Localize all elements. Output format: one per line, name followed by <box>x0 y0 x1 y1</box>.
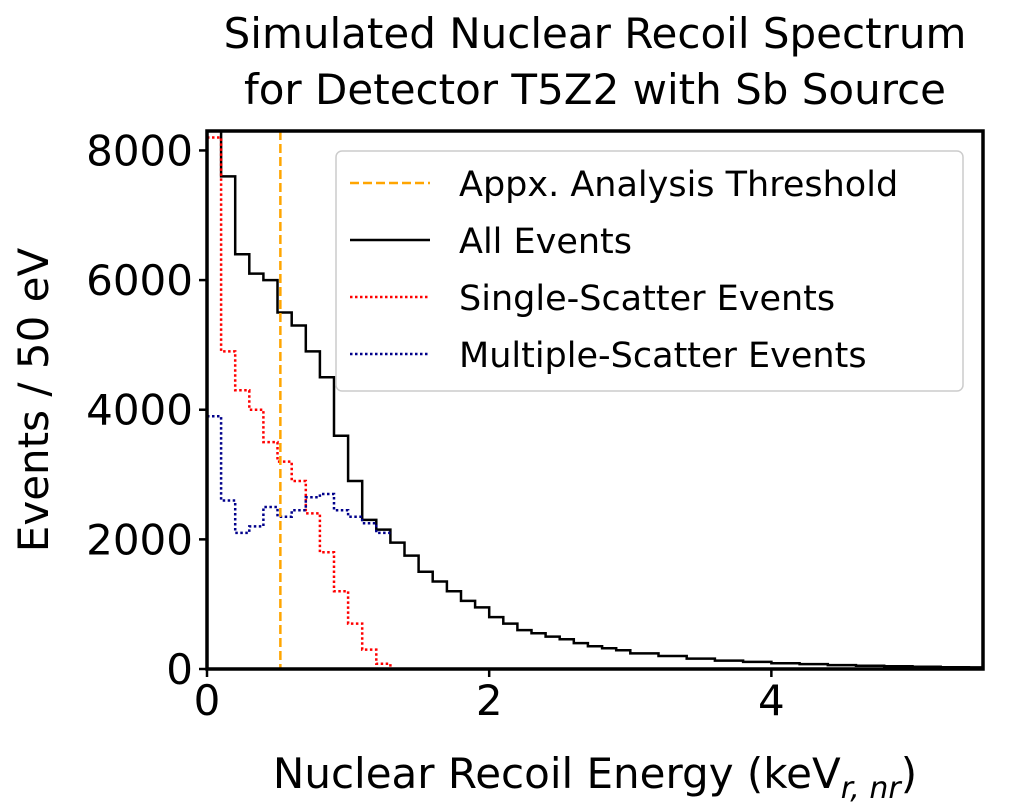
x-axis-label: Nuclear Recoil Energy (keVr, nr) <box>273 749 917 806</box>
x-tick-label: 4 <box>758 676 785 725</box>
y-tick-label: 0 <box>166 645 193 694</box>
legend-box <box>335 150 964 392</box>
y-tick-label: 8000 <box>86 126 193 175</box>
plot-series <box>207 131 983 669</box>
multiple-scatter-series <box>207 414 391 535</box>
legend-label-threshold: Appx. Analysis Threshold <box>459 165 898 205</box>
all-events-series <box>207 131 983 669</box>
chart-title-line1: Simulated Nuclear Recoil Spectrum <box>224 9 967 58</box>
legend-label-all-events: All Events <box>459 222 632 262</box>
x-tick-label: 0 <box>194 676 221 725</box>
chart-title-line2: for Detector T5Z2 with Sb Source <box>244 65 946 114</box>
x-axis-ticks: 0 2 4 <box>194 669 785 725</box>
legend-label-single-scatter: Single-Scatter Events <box>459 279 835 319</box>
x-tick-label: 2 <box>476 676 503 725</box>
legend-label-multiple-scatter: Multiple-Scatter Events <box>459 336 867 376</box>
y-axis-label: Events / 50 eV <box>9 248 58 553</box>
plot-frame <box>205 129 985 671</box>
x-axis-label-subscript: r, nr <box>841 771 903 806</box>
x-axis-label-suffix: ) <box>901 749 917 798</box>
y-axis-ticks: 0 2000 4000 6000 8000 <box>86 126 207 694</box>
y-tick-label: 2000 <box>86 515 193 564</box>
y-tick-label: 6000 <box>86 256 193 305</box>
y-tick-label: 4000 <box>86 386 193 435</box>
x-axis-label-main: Nuclear Recoil Energy (keV <box>273 749 841 798</box>
legend: Appx. Analysis Threshold All Events Sing… <box>335 150 964 392</box>
